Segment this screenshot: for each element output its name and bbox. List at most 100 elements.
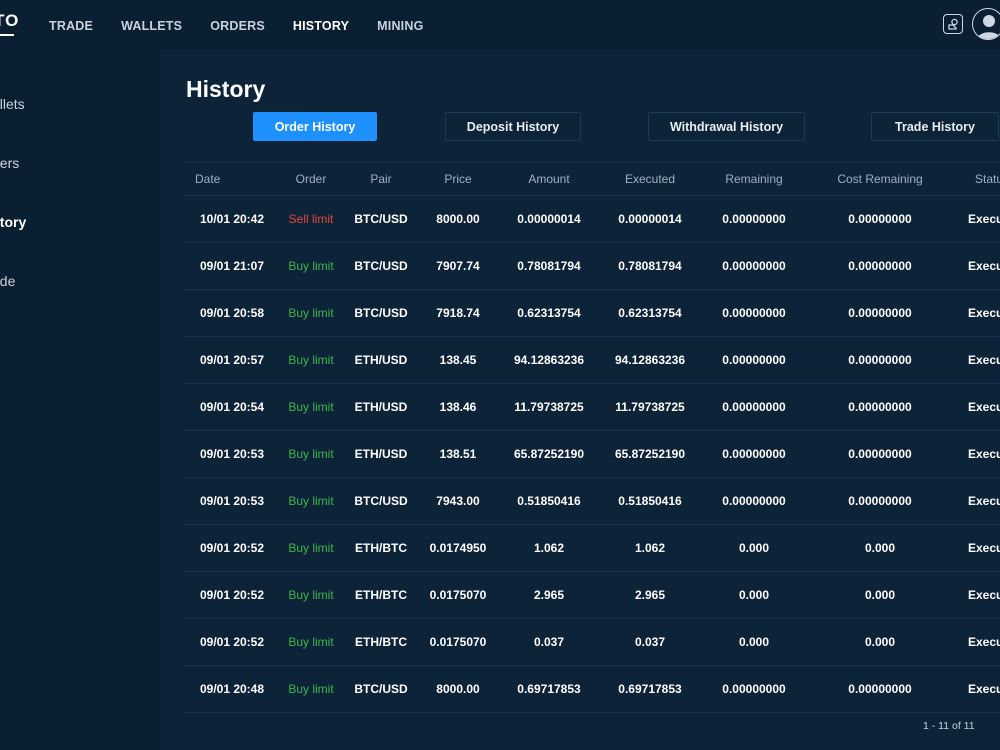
table-row[interactable]: 09/01 20:53 Buy limit ETH/USD 138.51 65.8725… [184,431,1000,478]
cell-remaining: 0.00000000 [722,306,786,320]
cell-amount: 0.51850416 [517,494,581,508]
cell-pair: ETH/BTC [355,588,407,602]
tab-withdrawal-history[interactable]: Withdrawal History [648,112,805,141]
cell-price: 138.45 [439,353,477,367]
logo[interactable]: TO [0,11,20,30]
col-pair[interactable]: Pair [370,172,392,186]
sidebar: allets ders story ade [0,50,160,750]
col-price[interactable]: Price [444,172,472,186]
table-row[interactable]: 09/01 21:07 Buy limit BTC/USD 7907.74 0.7808… [184,243,1000,290]
cell-pair: BTC/USD [354,259,408,273]
cell-cost-remaining: 0.00000000 [848,400,912,414]
cell-remaining: 0.00000000 [722,447,786,461]
cell-executed: 65.87252190 [614,447,686,461]
cell-order: Buy limit [288,682,334,696]
cell-remaining: 0.000 [738,588,770,602]
tab-trade-history[interactable]: Trade History [871,112,999,141]
sidebar-item-wallets[interactable]: allets [0,96,25,112]
order-history-table: Date Order Pair Price Amount Executed Re… [184,162,1000,713]
cell-price: 7907.74 [436,259,480,273]
cell-date: 09/01 20:58 [199,306,265,320]
cell-order: Buy limit [288,259,334,273]
tab-deposit-history[interactable]: Deposit History [445,112,581,141]
cell-date: 09/01 20:57 [199,353,265,367]
cell-price: 0.0175070 [429,588,487,602]
cell-status: Execu [968,682,1000,696]
cell-cost-remaining: 0.000 [864,588,896,602]
cell-cost-remaining: 0.00000000 [848,494,912,508]
cell-pair: ETH/USD [354,353,408,367]
cell-amount: 0.62313754 [517,306,581,320]
table-row[interactable]: 09/01 20:52 Buy limit ETH/BTC 0.0175070 2.96… [184,572,1000,619]
cell-pair: BTC/USD [354,306,408,320]
table-row[interactable]: 09/01 20:54 Buy limit ETH/USD 138.46 11.7973… [184,384,1000,431]
cell-pair: ETH/BTC [355,541,407,555]
cell-price: 8000.00 [436,682,480,696]
cell-price: 138.46 [439,400,477,414]
cell-date: 09/01 20:53 [199,447,265,461]
cell-order: Buy limit [288,400,334,414]
sidebar-item-history[interactable]: story [0,214,27,230]
nav-wallets[interactable]: WALLETS [121,19,183,33]
top-nav-bar: TO TRADE WALLETS ORDERS HISTORY MINING [0,0,1000,50]
tab-order-history[interactable]: Order History [253,112,377,141]
cell-date: 09/01 20:48 [199,682,265,696]
chat-card-icon[interactable] [943,14,963,34]
cell-remaining: 0.00000000 [722,400,786,414]
table-row[interactable]: 09/01 20:53 Buy limit BTC/USD 7943.00 0.5185… [184,478,1000,525]
cell-executed: 0.62313754 [618,306,682,320]
cell-remaining: 0.00000000 [722,682,786,696]
col-amount[interactable]: Amount [528,172,570,186]
cell-executed: 0.69717853 [618,682,682,696]
cell-cost-remaining: 0.00000000 [848,682,912,696]
cell-status: Execu [968,306,1000,320]
cell-status: Execu [968,212,1000,226]
cell-order: Buy limit [288,635,334,649]
main-nav: TRADE WALLETS ORDERS HISTORY MINING [49,19,452,33]
cell-amount: 65.87252190 [513,447,585,461]
cell-order: Buy limit [288,588,334,602]
chat-card-icon-glyph [948,18,958,30]
cell-order: Buy limit [288,541,334,555]
cell-order: Buy limit [288,447,334,461]
table-row[interactable]: 09/01 20:52 Buy limit ETH/BTC 0.0174950 1.06… [184,525,1000,572]
table-row[interactable]: 09/01 20:48 Buy limit BTC/USD 8000.00 0.6971… [184,666,1000,713]
cell-date: 09/01 20:52 [199,635,265,649]
cell-pair: ETH/USD [354,400,408,414]
user-avatar-icon[interactable] [972,8,1000,40]
cell-status: Execu [968,400,1000,414]
cell-remaining: 0.00000000 [722,353,786,367]
table-row[interactable]: 09/01 20:57 Buy limit ETH/USD 138.45 94.1286… [184,337,1000,384]
cell-date: 09/01 20:54 [199,400,265,414]
col-status[interactable]: Statu [975,172,1000,186]
cell-status: Execu [968,541,1000,555]
sidebar-item-trade[interactable]: ade [0,273,16,289]
table-row[interactable]: 09/01 20:58 Buy limit BTC/USD 7918.74 0.6231… [184,290,1000,337]
nav-history[interactable]: HISTORY [292,19,350,33]
nav-mining[interactable]: MINING [377,19,424,33]
col-date[interactable]: Date [195,172,221,186]
col-executed[interactable]: Executed [624,172,676,186]
cell-status: Execu [968,259,1000,273]
cell-order: Buy limit [288,494,334,508]
cell-amount: 11.79738725 [514,400,584,414]
cell-status: Execu [968,588,1000,602]
cell-amount: 2.965 [533,588,565,602]
cell-order: Buy limit [288,353,334,367]
table-row[interactable]: 09/01 20:52 Buy limit ETH/BTC 0.0175070 0.03… [184,619,1000,666]
col-remaining[interactable]: Remaining [725,172,783,186]
col-cost-remaining[interactable]: Cost Remaining [837,172,923,186]
col-order[interactable]: Order [295,172,327,186]
cell-price: 0.0174950 [429,541,487,555]
sidebar-item-orders[interactable]: ders [0,155,20,171]
cell-price: 7918.74 [436,306,480,320]
nav-orders[interactable]: ORDERS [210,19,265,33]
pagination-label: 1 - 11 of 11 [923,720,975,732]
cell-amount: 94.12863236 [513,353,585,367]
nav-trade[interactable]: TRADE [49,19,94,33]
cell-cost-remaining: 0.00000000 [848,447,912,461]
table-row[interactable]: 10/01 20:42 Sell limit BTC/USD 8000.00 0.000… [184,196,1000,243]
cell-pair: BTC/USD [354,682,408,696]
cell-status: Execu [968,635,1000,649]
cell-pair: BTC/USD [354,494,408,508]
